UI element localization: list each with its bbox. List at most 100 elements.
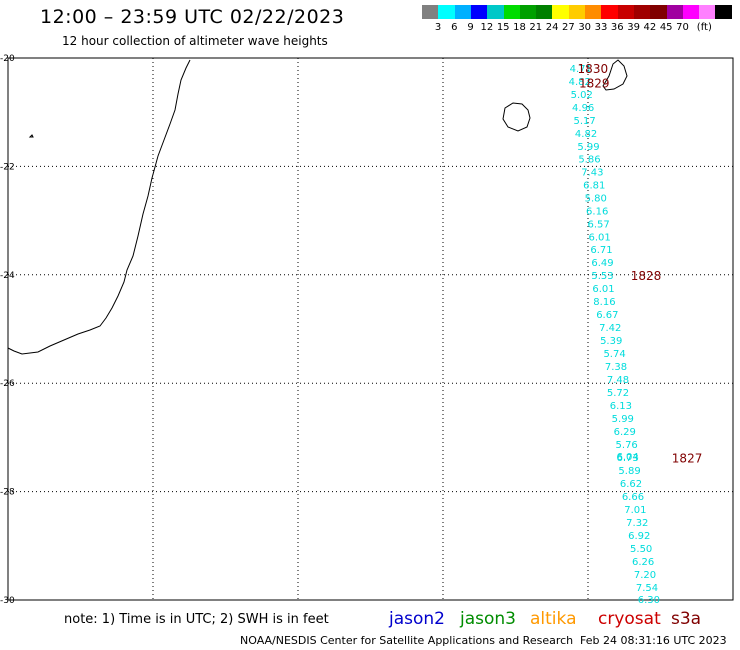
wave-height-label: 6.66 [622,492,644,503]
legend-swatch [617,5,635,19]
legend-level-label: 6 [451,22,458,33]
wave-height-label: 5.53 [591,271,613,282]
wave-height-map: 454851545760-20-22-24-26-28-30 4.714.825… [0,54,734,605]
wave-height-label: 7.32 [626,518,648,529]
wave-height-label: 5.02 [571,90,593,101]
legend-swatch [470,5,488,19]
legend-level-label: 27 [562,22,575,33]
satellite-name: altika [530,609,577,629]
satellite-name: jason3 [460,609,516,629]
map-subtitle: 12 hour collection of altimeter wave hei… [62,34,328,48]
y-tick-label: -22 [0,162,15,172]
wave-height-label: 6.57 [588,219,610,230]
y-tick-label: -30 [0,596,15,605]
credit-text: NOAA/NESDIS Center for Satellite Applica… [240,634,574,647]
lat-lon-grid [8,58,733,600]
map-frame [7,57,734,601]
wave-height-label: 7.43 [581,167,603,178]
legend-level-label: 70 [676,22,689,33]
wave-height-label: 7.42 [599,323,621,334]
y-tick-label: -20 [0,54,15,64]
island-outline [28,134,34,138]
legend-swatch [454,5,472,19]
wave-height-label: 5.74 [603,349,625,360]
wave-height-label: 6.16 [586,206,608,217]
map-title: 12:00 – 23:59 UTC 02/22/2023 [40,6,345,28]
wave-height-label: 6.62 [620,479,642,490]
wave-height-label: 6.26 [632,557,654,568]
wave-height-label: 5.76 [616,440,638,451]
legend-swatch [519,5,537,19]
legend-level-label: 18 [513,22,526,33]
legend-level-label: 9 [467,22,474,33]
legend-swatch [487,5,505,19]
timestamp-text: Feb 24 08:31:16 UTC 2023 [580,634,727,647]
wave-height-label: 6.30 [638,595,660,605]
wave-height-label: 6.67 [596,310,618,321]
wave-height-label: 4.82 [575,129,597,140]
legend-swatch [699,5,717,19]
wave-height-label: 5.17 [573,116,595,127]
legend-level-label: 15 [496,22,510,33]
axis-tick-labels: 454851545760-20-22-24-26-28-30 [0,54,15,605]
time-label: 1830 [578,62,609,76]
satellite-name: jason2 [389,609,445,629]
legend-swatch [682,5,700,19]
legend-swatch [650,5,668,19]
madagascar-coastline [7,59,191,355]
wave-height-label: 6.92 [628,531,650,542]
y-tick-label: -26 [0,379,15,389]
wave-height-label: 7.48 [607,375,629,386]
legend-swatch [666,5,684,19]
wave-height-label: 7.38 [605,362,627,373]
legend-level-label: 30 [578,22,592,33]
wave-height-label: 7.01 [624,505,646,516]
wave-height-label: 6.13 [610,401,632,412]
wave-height-label: 6.04 [617,452,639,463]
wave-height-label: 7.20 [634,570,656,581]
satellite-name: s3a [671,609,702,629]
reunion-island-outline [502,102,531,132]
mauritius-island-outline [602,59,628,91]
wave-height-label: 7.54 [636,583,658,594]
wave-height-label: 6.49 [591,258,613,269]
time-label: 1828 [631,269,662,283]
wave-height-label: 6.01 [592,284,614,295]
legend-swatch [715,5,733,19]
altimeter-track: 4.714.825.024.965.174.825.995.867.436.81… [569,64,660,605]
legend-level-label: 33 [594,22,608,33]
legend-level-label: 12 [480,22,494,33]
wave-height-label: 4.71 [570,64,592,75]
wave-height-label: 6.29 [614,427,636,438]
coastline [7,59,628,355]
legend-swatch [601,5,619,19]
legend-level-label: 45 [659,22,673,33]
wave-height-label: 5.72 [607,388,629,399]
legend-unit: (ft) [696,22,712,33]
legend-level-label: 42 [643,22,657,33]
time-label: 1829 [579,76,610,90]
legend-level-label: 36 [610,22,624,33]
wave-height-label: 6.73 [617,453,639,464]
wave-height-label: 5.86 [578,154,600,165]
wave-height-label: 5.50 [630,544,652,555]
legend-swatch [633,5,651,19]
legend-swatch [536,5,554,19]
wave-height-label: 4.82 [569,77,591,88]
legend-swatch [503,5,521,19]
note-text: note: 1) Time is in UTC; 2) SWH is in fe… [64,612,329,627]
wave-height-label: 4.96 [572,103,594,114]
wave-height-label: 6.81 [583,180,605,191]
legend-level-label: 24 [545,22,559,33]
satellite-name: cryosat [598,609,661,629]
time-label: 1827 [672,451,703,465]
wave-height-label: 5.89 [618,466,640,477]
wave-height-label: 5.99 [577,142,599,153]
legend-level-label: 39 [627,22,640,33]
legend-swatch [422,5,439,19]
legend-level-label: 3 [434,22,442,33]
wave-height-label: 8.16 [593,297,615,308]
wave-height-label: 5.99 [612,414,634,425]
legend-swatch [438,5,456,19]
y-tick-label: -28 [0,488,15,498]
